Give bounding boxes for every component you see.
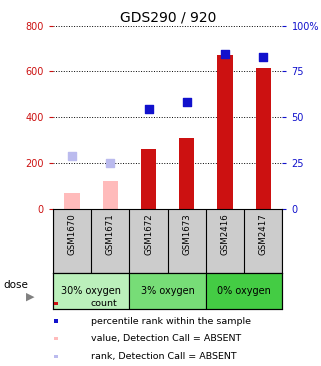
Text: GSM2416: GSM2416 <box>221 214 230 255</box>
Bar <box>103 181 118 209</box>
Bar <box>141 149 156 209</box>
Text: GSM1670: GSM1670 <box>68 214 77 255</box>
Bar <box>54 320 58 323</box>
Text: dose: dose <box>3 280 28 291</box>
Text: ▶: ▶ <box>26 291 34 302</box>
Bar <box>217 55 233 209</box>
Bar <box>129 273 206 309</box>
Text: 0% oxygen: 0% oxygen <box>217 286 271 296</box>
Text: percentile rank within the sample: percentile rank within the sample <box>91 317 251 325</box>
Text: GSM1673: GSM1673 <box>182 214 191 255</box>
Bar <box>54 355 58 358</box>
Text: GSM1671: GSM1671 <box>106 214 115 255</box>
Text: 30% oxygen: 30% oxygen <box>61 286 121 296</box>
Bar <box>53 273 129 309</box>
Title: GDS290 / 920: GDS290 / 920 <box>119 11 216 25</box>
Bar <box>206 273 282 309</box>
Point <box>184 99 189 105</box>
Text: rank, Detection Call = ABSENT: rank, Detection Call = ABSENT <box>91 352 237 361</box>
Text: GSM2417: GSM2417 <box>259 214 268 255</box>
Point <box>70 153 75 159</box>
Bar <box>65 193 80 209</box>
Text: 3% oxygen: 3% oxygen <box>141 286 195 296</box>
Bar <box>179 138 195 209</box>
Bar <box>54 337 58 340</box>
Text: count: count <box>91 299 117 308</box>
Point <box>108 160 113 166</box>
Text: value, Detection Call = ABSENT: value, Detection Call = ABSENT <box>91 335 241 343</box>
Point <box>222 51 228 57</box>
Text: GSM1672: GSM1672 <box>144 214 153 255</box>
Bar <box>256 68 271 209</box>
Point <box>261 53 266 59</box>
Point <box>146 106 151 112</box>
Bar <box>54 302 58 305</box>
